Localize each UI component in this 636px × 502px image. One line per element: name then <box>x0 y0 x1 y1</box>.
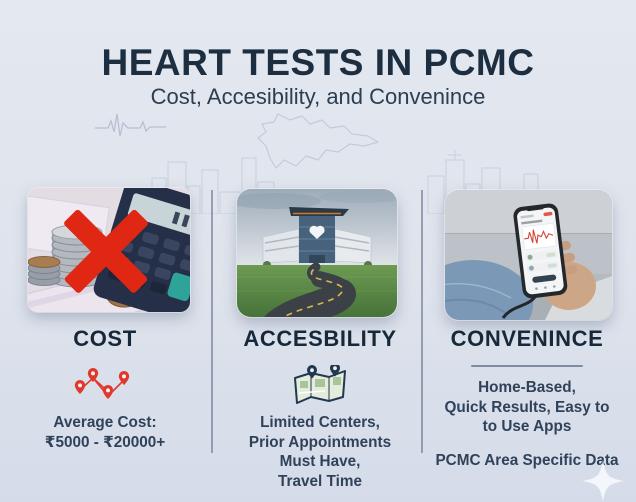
map-pins-icon <box>227 363 413 404</box>
cost-photo <box>28 188 190 312</box>
accessibility-line: Prior Appointments <box>248 433 392 451</box>
accessibility-photo <box>237 189 397 317</box>
convenience-line: to Use Apps <box>482 418 572 435</box>
sparkle-icon <box>582 460 624 502</box>
convenience-line: Quick Results, Easy to <box>444 398 610 416</box>
page-title: HEART TESTS IN PCMC <box>101 42 535 83</box>
accessibility-line: Travel Time <box>278 472 362 490</box>
route-pins-icon <box>15 365 195 403</box>
convenience-photo <box>445 190 612 320</box>
column-convenience: CONVENINCE Home-Based, Quick Results, Ea… <box>433 326 621 470</box>
convenience-footer-line: PCMC Area Specific Data <box>435 451 619 469</box>
hospital-road-icon <box>237 189 397 317</box>
cost-line: Average Cost: <box>53 414 157 431</box>
phone-in-hand-icon <box>445 190 612 320</box>
accessibility-line: Limited Centers, <box>260 414 380 431</box>
page-subtitle: Cost, Accesibility, and Convenince <box>150 84 486 109</box>
convenience-line: Home-Based, <box>478 379 576 396</box>
column-divider <box>211 190 213 453</box>
heading-divider <box>471 365 583 367</box>
x-mark-icon <box>64 209 148 293</box>
convenience-heading: CONVENINCE <box>450 326 604 351</box>
column-accessibility: ACCESBILITY Limited Centers, Prior Appoi… <box>227 326 413 491</box>
cost-heading: COST <box>73 326 137 351</box>
cost-line: ₹5000 - ₹20000+ <box>44 433 166 451</box>
ecg-heartbeat-icon <box>95 113 166 137</box>
coins-calculator-crossed-icon <box>28 188 190 312</box>
column-divider <box>421 190 423 453</box>
column-cost: COST Average Cost: ₹5000 - ₹ <box>15 326 195 452</box>
accessibility-heading: ACCESBILITY <box>243 326 397 351</box>
pcmc-map-outline-icon <box>257 113 379 169</box>
accessibility-line: Must Have, <box>279 453 361 470</box>
